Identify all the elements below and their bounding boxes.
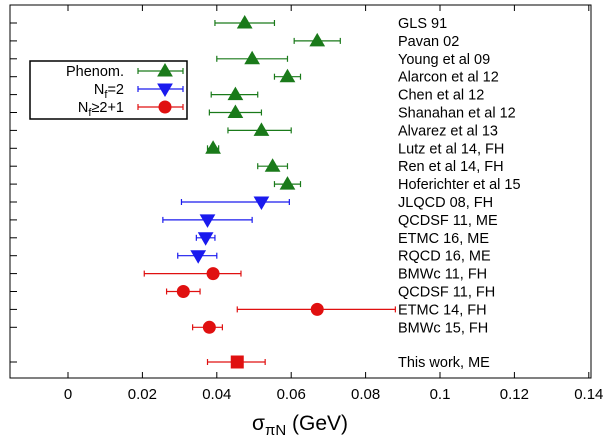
legend-label-part: f xyxy=(104,89,108,101)
legend-label: Phenom. xyxy=(66,64,124,80)
x-axis-label-sub: πN xyxy=(265,422,286,439)
study-label: ETMC 16, ME xyxy=(398,231,489,247)
point-marker xyxy=(244,50,261,65)
data-point xyxy=(273,176,302,190)
x-axis-label: σπN (GeV) xyxy=(252,412,348,439)
point-marker xyxy=(309,32,326,47)
study-label: ETMC 14, FH xyxy=(398,302,487,318)
x-axis-ticks: 0 0.02 0.04 0.06 0.08 0.1 0.12 0.14 xyxy=(10,5,603,403)
legend-marker xyxy=(158,100,172,114)
study-label: Alarcon et al 12 xyxy=(398,70,499,86)
data-point xyxy=(206,355,266,369)
point-marker xyxy=(227,104,244,118)
point-marker xyxy=(236,15,253,29)
data-point xyxy=(208,104,263,118)
legend-label-part: N xyxy=(94,82,104,98)
data-point xyxy=(195,232,216,246)
study-label: QCDSF 11, FH xyxy=(398,285,495,301)
point-marker xyxy=(230,355,244,369)
legend-label-part: ≥2+1 xyxy=(91,100,124,116)
x-axis-label-main: σ xyxy=(252,412,265,435)
study-label: JLQCD 08, FH xyxy=(398,195,493,211)
study-label: Alvarez et al 13 xyxy=(398,123,498,139)
data-point xyxy=(162,214,253,228)
data-point xyxy=(227,122,292,136)
x-tick-label: 0.04 xyxy=(202,386,231,403)
study-label: Shanahan et al 12 xyxy=(398,106,516,122)
point-marker xyxy=(199,214,216,228)
legend-label: Nf≥2+1 xyxy=(78,100,124,119)
study-label: Young et al 09 xyxy=(398,52,490,68)
data-point xyxy=(180,196,290,210)
study-label: Ren et al 14, FH xyxy=(398,159,504,175)
x-axis-label-unit: (GeV) xyxy=(286,412,348,435)
study-label: BMWc 11, FH xyxy=(398,267,487,283)
study-label: Pavan 02 xyxy=(398,34,459,50)
x-tick-label: 0.02 xyxy=(128,386,157,403)
x-tick-label: 0.1 xyxy=(430,386,451,403)
legend-label-part: Phenom. xyxy=(66,64,124,80)
legend: Phenom.Nf=2Nf≥2+1 xyxy=(29,60,188,120)
legend-marker xyxy=(157,83,173,97)
study-label: BMWc 15, FH xyxy=(398,320,488,336)
data-point xyxy=(216,50,289,65)
legend-item: Phenom. xyxy=(66,63,184,80)
x-tick-label: 0 xyxy=(64,386,72,403)
data-points xyxy=(143,15,396,369)
study-label: Lutz et al 14, FH xyxy=(398,141,504,157)
legend-label-part: =2 xyxy=(107,82,124,98)
point-marker xyxy=(205,140,221,154)
legend-label: Nf=2 xyxy=(94,82,124,101)
point-marker xyxy=(310,302,324,316)
point-marker xyxy=(176,285,190,298)
point-marker xyxy=(279,176,296,190)
data-point xyxy=(236,302,396,316)
data-point xyxy=(205,140,221,154)
legend-item: Nf≥2+1 xyxy=(78,100,184,119)
x-tick-label: 0.08 xyxy=(351,386,380,403)
point-marker xyxy=(264,158,281,172)
legend-label-part: f xyxy=(88,107,92,119)
data-point xyxy=(210,86,259,101)
data-point xyxy=(143,267,242,281)
legend-marker xyxy=(157,63,173,77)
data-point xyxy=(257,158,289,172)
study-label: GLS 91 xyxy=(398,16,447,32)
point-marker xyxy=(190,250,207,264)
point-marker xyxy=(253,196,270,210)
x-tick-label: 0.14 xyxy=(574,386,603,403)
point-marker xyxy=(253,122,270,136)
data-point xyxy=(165,285,201,298)
study-label: Hoferichter et al 15 xyxy=(398,177,521,193)
study-labels: GLS 91 Pavan 02 Young et al 09 Alarcon et a… xyxy=(398,16,521,371)
point-marker xyxy=(227,86,244,101)
data-point xyxy=(273,68,302,83)
study-label: This work, ME xyxy=(398,355,490,371)
point-marker xyxy=(206,267,220,281)
point-marker xyxy=(202,320,216,334)
x-tick-label: 0.06 xyxy=(277,386,306,403)
data-point xyxy=(192,320,223,334)
data-point xyxy=(214,15,276,29)
point-marker xyxy=(279,68,296,83)
study-label: Chen et al 12 xyxy=(398,88,484,104)
x-tick-label: 0.12 xyxy=(500,386,529,403)
data-point xyxy=(293,32,341,47)
study-label: RQCD 16, ME xyxy=(398,249,491,265)
legend-item: Nf=2 xyxy=(94,82,184,101)
point-marker xyxy=(197,232,214,246)
plot-frame xyxy=(9,4,592,379)
study-label: QCDSF 11, ME xyxy=(398,213,498,229)
legend-label-part: N xyxy=(78,100,88,116)
data-point xyxy=(177,250,218,264)
